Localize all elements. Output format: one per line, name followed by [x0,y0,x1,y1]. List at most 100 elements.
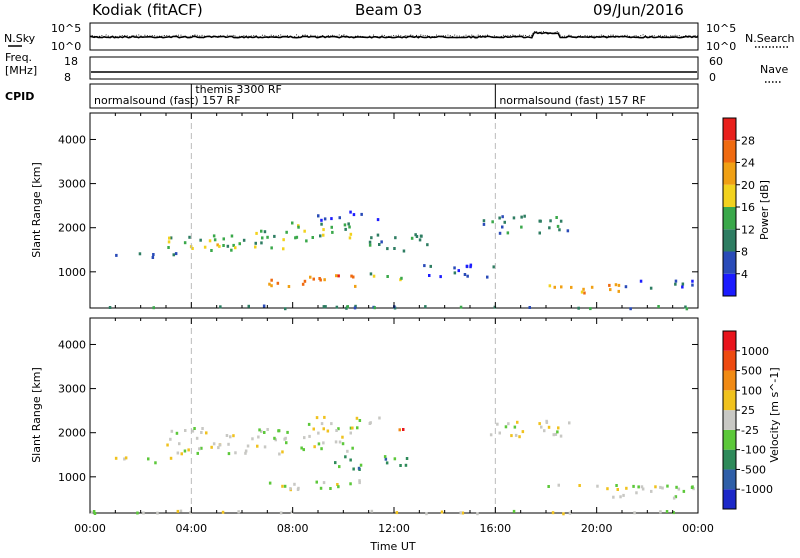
data-cell [212,442,216,446]
data-cell [313,445,316,449]
data-cell [329,487,332,490]
data-cell [368,240,372,244]
data-cell [276,281,280,285]
data-cell [549,219,552,223]
data-cell [428,274,431,277]
data-cell [360,212,363,216]
data-cell [650,489,653,493]
data-cell [349,426,353,430]
data-cell [359,463,363,467]
data-cell [425,512,428,516]
data-cell [501,215,504,219]
data-cell [629,307,632,311]
data-cell [633,511,636,515]
colorbar-tick-label: 12 [741,223,755,236]
time-tick-label: 04:00 [175,522,207,535]
data-cell [395,511,399,515]
data-cell [513,425,517,429]
colorbar-tick-label: 20 [741,179,755,192]
data-cell [266,428,269,431]
data-cell [491,220,494,224]
data-cell [580,290,584,294]
colorbar-swatch [723,251,736,274]
data-cell [352,275,355,279]
data-cell [681,282,685,286]
data-cell [308,434,311,438]
velocity-axes: 1000 2000 3000 4000 [58,318,699,513]
data-cell [423,264,426,268]
data-cell [504,425,508,429]
data-cell [463,273,467,276]
data-cell [675,485,678,489]
data-cell [303,229,306,233]
data-cell [482,222,486,226]
data-cell [136,511,139,515]
freq-panel-frame [89,56,699,80]
power-image [108,210,694,311]
data-cell [344,455,347,459]
data-cell [399,464,402,467]
data-cell [548,284,552,288]
data-cell [609,288,612,292]
data-cell [672,511,675,515]
data-cell [196,451,199,455]
data-cell [142,511,145,515]
data-cell [307,422,311,426]
data-cell [348,236,352,240]
data-cell [622,493,625,497]
data-cell [108,306,112,309]
data-cell [334,440,338,444]
data-cell [301,282,305,286]
data-cell [212,234,216,238]
data-cell [338,440,342,444]
data-cell [230,248,233,252]
data-cell [356,426,359,430]
data-cell [261,236,264,240]
cpid-segment-label: normalsound (fast) 157 RF [94,94,241,107]
data-cell [341,442,345,446]
data-cell [344,227,347,231]
data-cell [323,278,326,282]
freq-label: Freq. [5,51,32,64]
data-cell [661,486,664,490]
colorbar-swatch [723,331,736,351]
data-cell [649,286,653,290]
data-cell [178,442,181,446]
data-cell [578,484,581,487]
data-cell [583,291,586,295]
data-cell [461,511,465,515]
data-cell [415,235,419,238]
data-cell [227,452,231,456]
data-cell [469,265,472,269]
data-cell [398,428,401,432]
y-tick-label: 1000 [58,471,86,484]
y-tick-label: 3000 [58,178,86,191]
data-cell [557,426,560,430]
data-cell [326,429,330,433]
time-axis-title: Time UT [369,540,415,553]
data-cell [285,230,288,234]
data-cell [279,511,283,515]
data-cell [352,213,356,217]
data-cell [219,305,222,309]
data-cell [281,484,284,488]
time-axis: 00:00 04:00 08:00 12:00 16:00 20:00 00:00 [74,522,714,535]
data-cell [520,225,523,229]
colorbar-frame [722,330,737,510]
data-cell [268,282,271,286]
data-cell [551,511,555,515]
data-cell [346,449,349,453]
data-cell [378,416,381,420]
data-cell [625,486,628,490]
data-cell [545,421,549,424]
data-cell [453,271,457,275]
data-cell [540,425,543,429]
data-cell [183,241,187,245]
data-cell [615,484,618,487]
data-cell [270,278,273,282]
data-cell [169,437,172,441]
data-cell [682,489,686,493]
data-cell [516,420,519,424]
data-cell [357,466,361,470]
